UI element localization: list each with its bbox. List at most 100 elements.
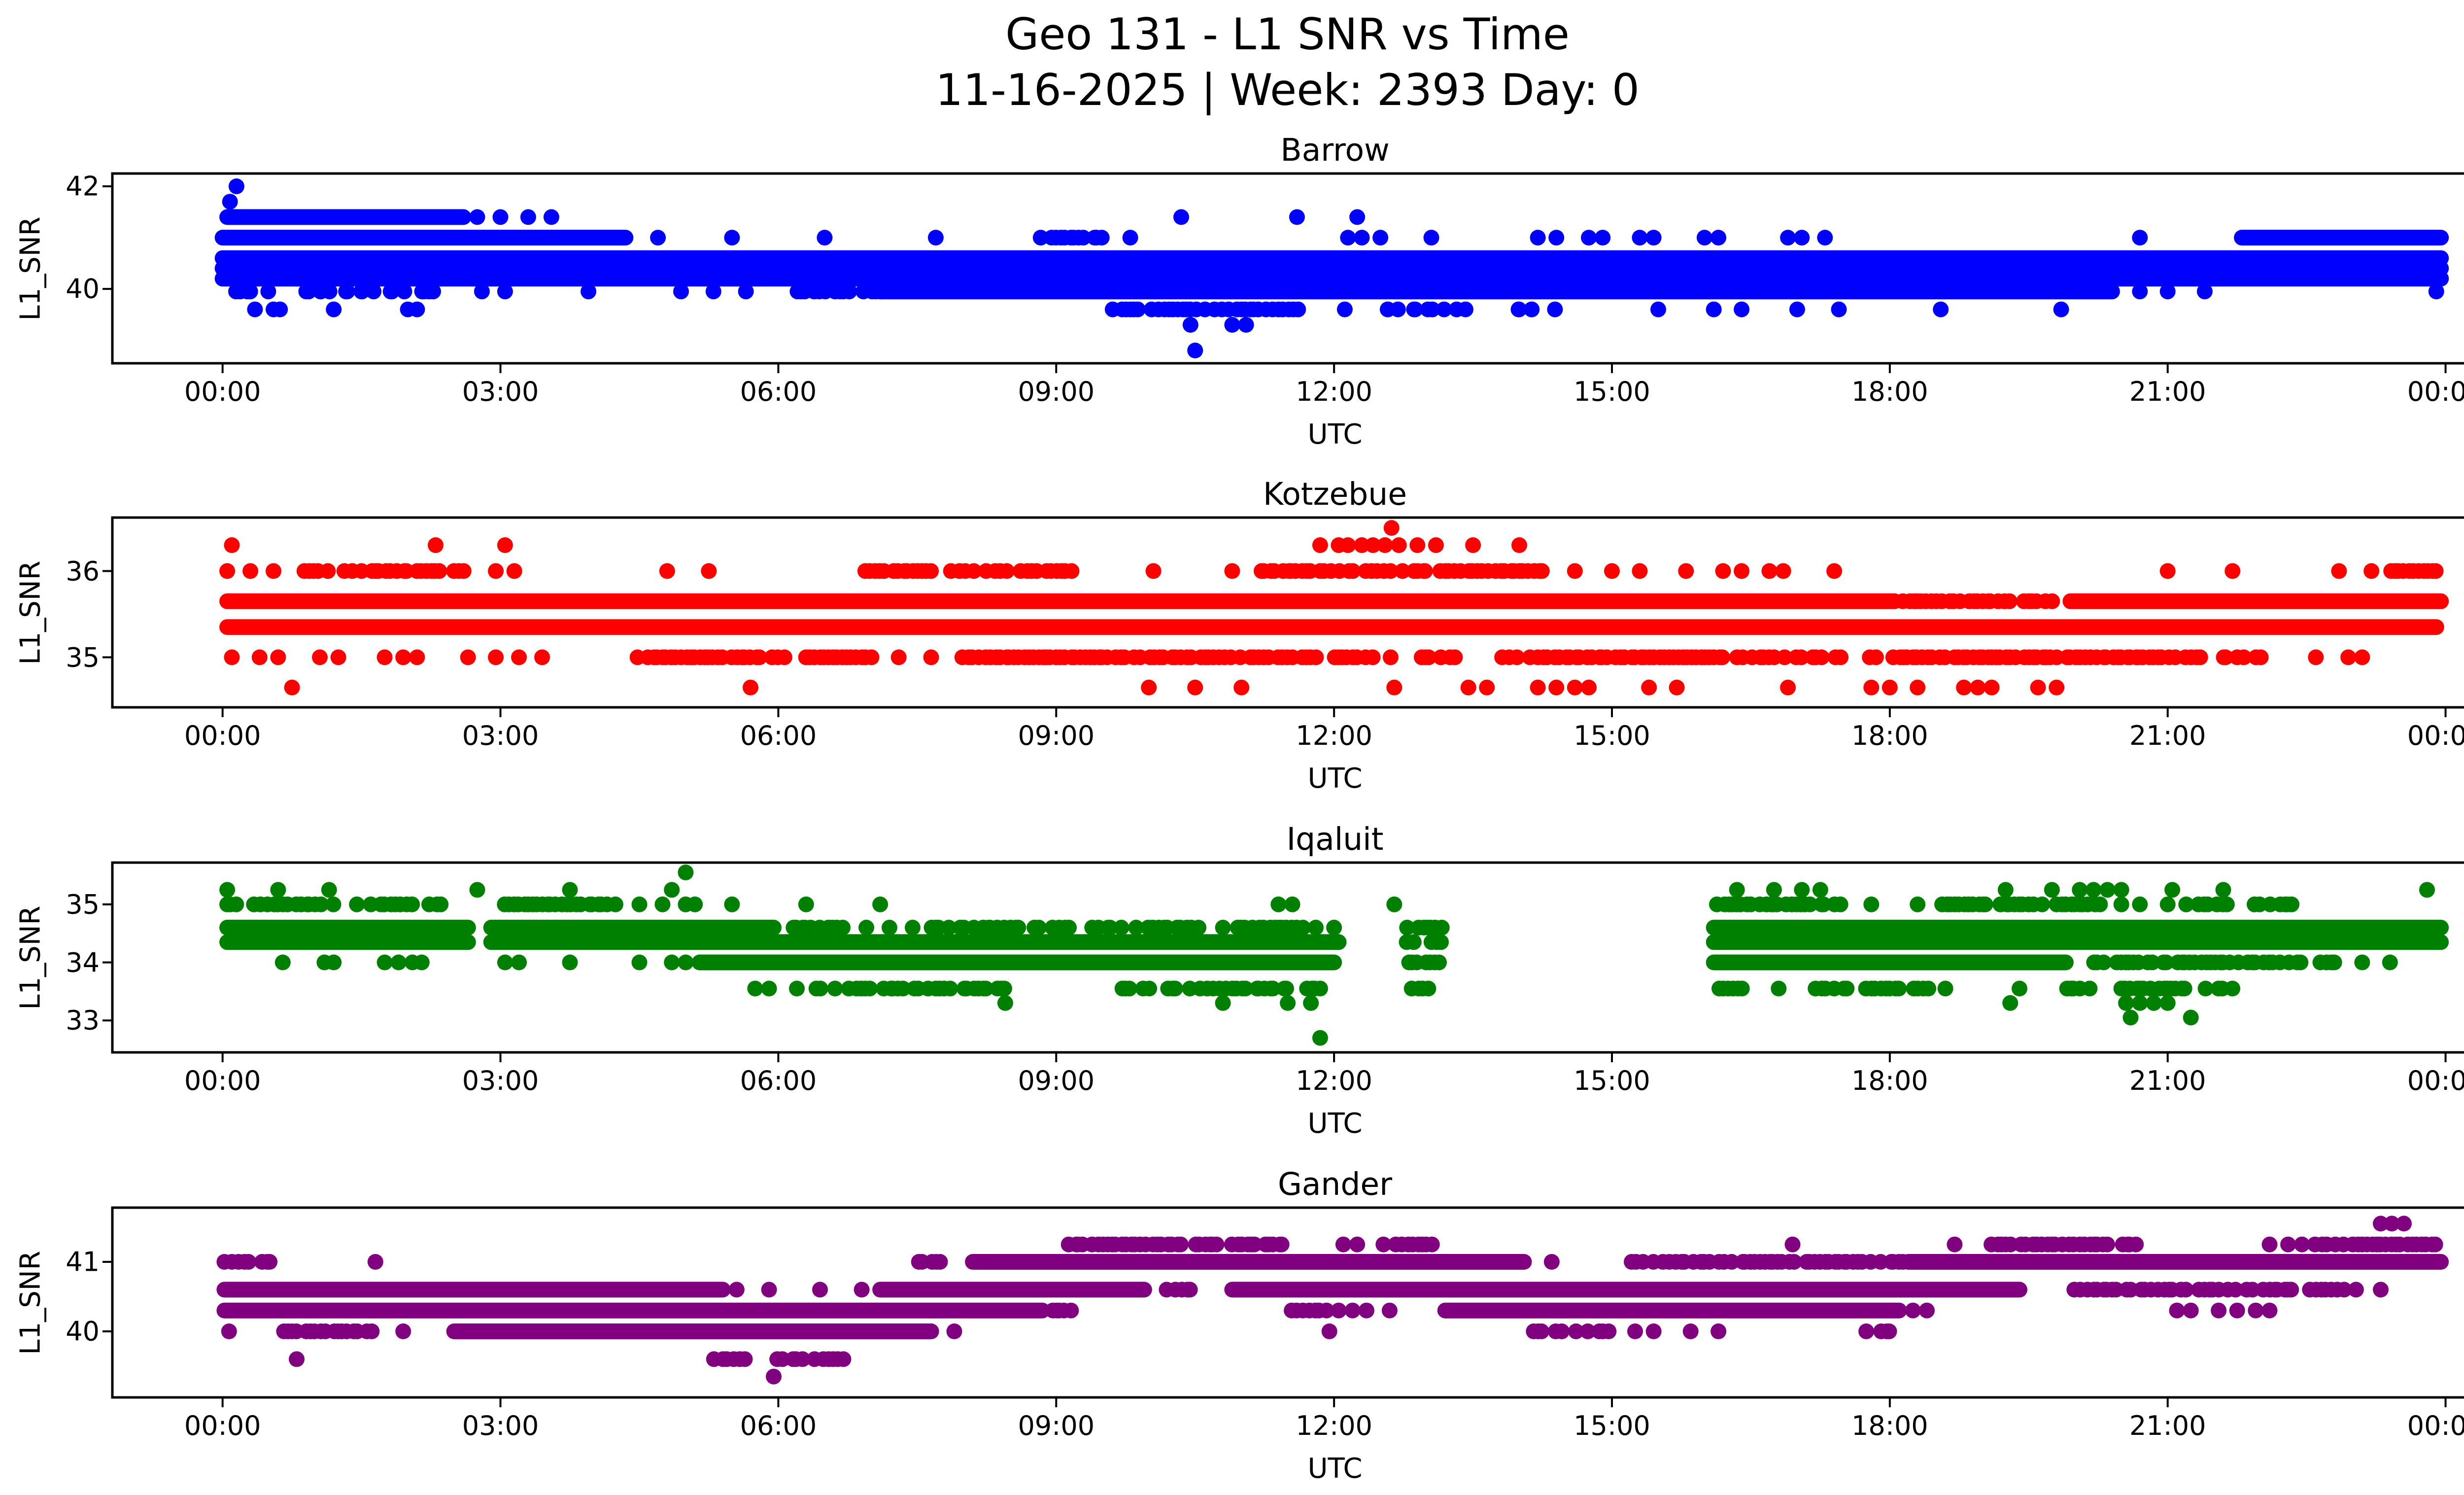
- data-point: [659, 563, 675, 579]
- x-tick-label: 09:00: [1018, 1410, 1095, 1441]
- data-point: [835, 919, 851, 936]
- data-point: [469, 882, 485, 898]
- x-tick-label: 21:00: [2129, 376, 2206, 407]
- data-point: [2113, 896, 2129, 912]
- data-point: [1417, 563, 1433, 579]
- data-point: [1349, 1236, 1366, 1252]
- x-tick-label: 15:00: [1574, 720, 1650, 751]
- data-point: [872, 896, 889, 912]
- data-point: [1308, 649, 1324, 665]
- axes: [103, 172, 2464, 373]
- data-point: [2354, 954, 2370, 971]
- y-axis-label: L1_SNR: [14, 905, 47, 1010]
- data-point: [1604, 563, 1620, 579]
- data-point: [747, 980, 763, 997]
- data-point: [2396, 1216, 2412, 1232]
- data-point: [1321, 1323, 1337, 1339]
- data-point: [1956, 679, 1972, 695]
- data-point: [301, 283, 317, 300]
- data-point: [1280, 995, 1296, 1011]
- data-point: [1711, 230, 1727, 246]
- y-tick-label: 40: [66, 273, 100, 305]
- data-point: [1977, 896, 1993, 912]
- x-tick-label: 21:00: [2129, 1065, 2206, 1096]
- data-point: [1379, 301, 1396, 317]
- data-point: [1386, 896, 1403, 912]
- subplot-title: Kotzebue: [1263, 476, 1407, 512]
- x-tick-label: 03:00: [462, 376, 539, 407]
- data-point: [1273, 1236, 1290, 1252]
- data-band: [219, 619, 2444, 635]
- data-band: [483, 919, 782, 936]
- y-tick-label: 35: [66, 642, 100, 673]
- data-band: [1706, 919, 2449, 936]
- x-tick-label: 21:00: [2129, 1410, 2206, 1441]
- data-point: [270, 882, 286, 898]
- data-point: [1265, 980, 1281, 997]
- data-point: [2132, 896, 2148, 912]
- data-point: [776, 649, 792, 665]
- data-point: [2363, 563, 2380, 579]
- data-point: [1215, 995, 1231, 1011]
- data-point: [1766, 882, 1782, 898]
- x-tick-label: 18:00: [1851, 1410, 1928, 1441]
- x-tick-label: 00:00: [2407, 1065, 2464, 1096]
- data-point: [1858, 1323, 1875, 1339]
- data-point: [607, 896, 623, 912]
- data-point: [1881, 1323, 1897, 1339]
- data-point: [2224, 563, 2241, 579]
- data-point: [326, 301, 342, 317]
- data-point: [395, 1323, 411, 1339]
- data-point: [1075, 230, 1092, 246]
- data-point: [1919, 1302, 1935, 1319]
- data-point: [1409, 537, 1426, 553]
- data-point: [2244, 1282, 2260, 1298]
- data-point: [728, 1282, 745, 1298]
- data-point: [1771, 980, 1787, 997]
- data-band: [691, 954, 1342, 971]
- data-point: [460, 649, 476, 665]
- data-point: [2159, 896, 2176, 912]
- data-point: [1724, 1254, 1740, 1270]
- data-point: [562, 954, 578, 971]
- data-point: [497, 283, 513, 300]
- data-point: [1128, 919, 1144, 936]
- data-band: [1437, 1302, 1907, 1319]
- data-point: [330, 649, 346, 665]
- data-point: [1382, 649, 1399, 665]
- data-point: [1882, 679, 1898, 695]
- x-tick-label: 15:00: [1574, 376, 1650, 407]
- data-point: [1270, 896, 1287, 912]
- data-point: [854, 1282, 870, 1298]
- data-point: [1581, 679, 1597, 695]
- data-point: [2178, 1282, 2194, 1298]
- data-point: [1420, 980, 1437, 997]
- data-band: [214, 230, 634, 246]
- data-point: [2183, 1302, 2199, 1319]
- data-point: [687, 896, 703, 912]
- data-point: [1780, 679, 1796, 695]
- data-point: [817, 230, 833, 246]
- data-point: [1548, 679, 1565, 695]
- data-point: [2001, 593, 2018, 609]
- x-tick-label: 09:00: [1018, 720, 1095, 751]
- data-point: [1349, 209, 1366, 225]
- data-point: [2159, 563, 2176, 579]
- y-axis-label: L1_SNR: [14, 1250, 47, 1355]
- data-point: [1460, 679, 1476, 695]
- data-point: [1433, 649, 1449, 665]
- subplot-title: Iqaluit: [1286, 821, 1384, 857]
- data-point: [1832, 896, 1848, 912]
- data-point: [895, 980, 911, 997]
- scatter-series-kotzebue: [219, 520, 2449, 695]
- data-point: [562, 882, 578, 898]
- data-point: [1031, 919, 1047, 936]
- data-point: [2284, 896, 2300, 912]
- data-band: [1224, 1282, 2027, 1298]
- data-point: [927, 230, 944, 246]
- data-point: [1336, 301, 1353, 317]
- data-point: [1601, 1323, 1617, 1339]
- data-band: [1900, 1254, 2449, 1270]
- x-tick-label: 00:00: [2407, 1410, 2464, 1441]
- data-point: [366, 283, 382, 300]
